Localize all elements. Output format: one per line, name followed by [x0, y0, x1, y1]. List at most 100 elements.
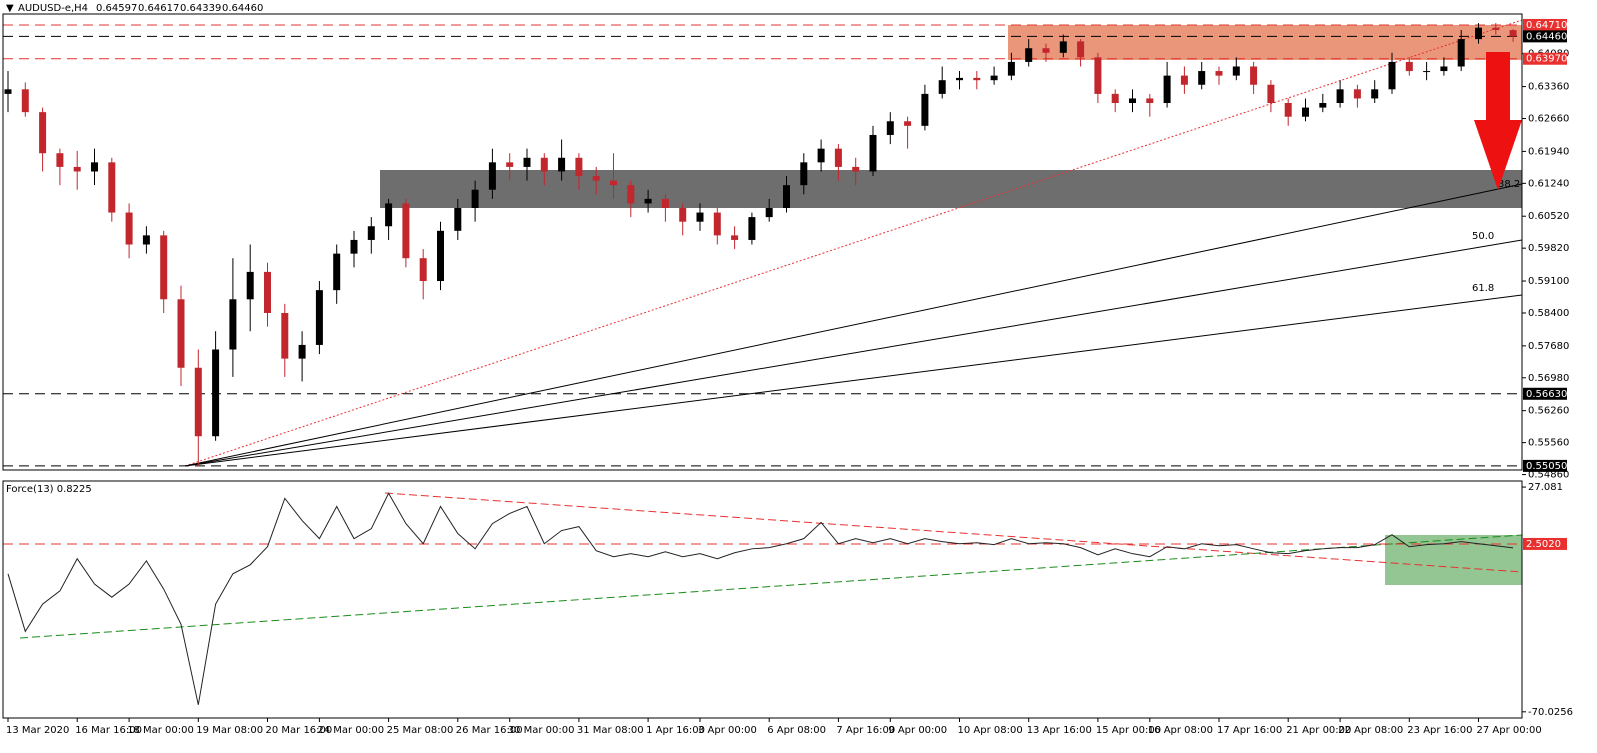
symbol: AUDUSD-e,H4 — [18, 3, 88, 14]
fib-label: 38.2 — [1498, 179, 1520, 190]
candle-body — [4, 89, 12, 94]
fib-fan-line — [184, 294, 1523, 467]
candle-body — [39, 112, 47, 154]
y-tick-label: 0.59820 — [1528, 243, 1569, 254]
x-tick-label: 7 Apr 16:00 — [836, 725, 895, 736]
header-close: 0.64460 — [222, 3, 263, 14]
indicator-zone — [1385, 535, 1522, 585]
candle-body — [904, 121, 912, 126]
candle-body — [1146, 98, 1154, 104]
candle-body — [108, 162, 116, 213]
candle-body — [142, 235, 150, 245]
candle-body — [592, 176, 600, 181]
candle-body — [281, 312, 289, 359]
x-tick-label: 3 Apr 00:00 — [698, 725, 757, 736]
level-box — [1523, 459, 1567, 472]
candle-body — [869, 134, 877, 172]
candle-body — [1129, 98, 1136, 104]
candle-body — [177, 299, 185, 368]
level-label: 0.56630 — [1526, 389, 1567, 400]
candle-body — [938, 80, 946, 94]
y-tick-label: 0.58400 — [1528, 308, 1569, 319]
candle-body — [506, 162, 514, 167]
candle-body — [1423, 71, 1431, 73]
x-tick-label: 21 Apr 00:00 — [1286, 725, 1351, 736]
candle-body — [1353, 89, 1361, 99]
y-tick-label: 0.60520 — [1528, 211, 1569, 222]
candle-body — [1025, 48, 1033, 62]
candle-body — [21, 89, 29, 113]
fib-label: 50.0 — [1472, 231, 1494, 242]
x-tick-label: 10 Apr 08:00 — [958, 725, 1023, 736]
candle-body — [783, 185, 790, 208]
indicator-title: Force(13) 0.8225 — [6, 484, 92, 495]
level-label: 0.64460 — [1526, 31, 1567, 42]
header-arrow: ▼ — [6, 3, 14, 14]
candle-body — [1180, 75, 1188, 85]
x-tick-label: 13 Apr 16:00 — [1027, 725, 1092, 736]
candle-body — [956, 77, 963, 81]
candle-body — [1319, 103, 1327, 108]
candle-body — [212, 349, 220, 437]
fib-fan-line — [184, 183, 1523, 467]
candle-body — [644, 198, 652, 204]
candle-body — [921, 93, 929, 126]
candle-body — [1440, 66, 1448, 72]
candle-body — [1388, 61, 1396, 90]
candle-body — [990, 75, 998, 81]
x-tick-label: 20 Mar 16:00 — [266, 725, 333, 736]
level-label: 0.63970 — [1526, 54, 1567, 65]
candle-body — [1302, 107, 1309, 117]
x-tick-label: 17 Apr 16:00 — [1217, 725, 1282, 736]
x-tick-label: 26 Mar 16:00 — [456, 725, 523, 736]
header-high: 0.64617 — [138, 3, 179, 14]
candle-body — [437, 230, 444, 282]
candle-body — [333, 253, 341, 291]
candle-body — [471, 189, 479, 208]
candle-body — [540, 157, 548, 172]
candle-body — [558, 157, 566, 172]
candle-body — [1336, 89, 1344, 104]
plot-layer — [3, 23, 1522, 705]
level-label: 0.55050 — [1526, 461, 1567, 472]
candle-body — [1371, 89, 1379, 99]
x-tick-label: 19 Mar 08:00 — [196, 725, 263, 736]
candle-body — [679, 207, 687, 222]
candle-body — [229, 299, 237, 350]
x-tick-label: 9 Apr 00:00 — [888, 725, 947, 736]
header-open: 0.64597 — [96, 3, 137, 14]
candle-body — [1007, 61, 1015, 76]
x-tick-label: 23 Apr 16:00 — [1407, 725, 1472, 736]
candle-body — [1405, 61, 1413, 72]
y-tick-label: 0.55560 — [1528, 438, 1569, 449]
price-panel — [2, 13, 1523, 471]
candle-body — [575, 157, 583, 177]
candle-body — [696, 212, 704, 222]
candle-body — [1163, 75, 1171, 104]
y-tick-label: 0.56260 — [1528, 406, 1569, 417]
candle-body — [298, 344, 306, 359]
candle-body — [1284, 103, 1292, 117]
support-zone — [380, 170, 1522, 208]
y-tick-label: 0.59100 — [1528, 276, 1569, 287]
candle-body — [973, 77, 981, 81]
candle-body — [264, 271, 271, 313]
x-tick-label: 6 Apr 08:00 — [767, 725, 826, 736]
x-tick-label: 24 Mar 00:00 — [317, 725, 384, 736]
x-tick-label: 1 Apr 16:00 — [646, 725, 705, 736]
candle-body — [627, 185, 635, 204]
candle-body — [125, 212, 133, 245]
y-tick-label: 27.081 — [1528, 482, 1563, 493]
x-tick-label: 16 Mar 16:00 — [75, 725, 142, 736]
fib-fan-line — [184, 239, 1523, 467]
candle-body — [1042, 48, 1050, 53]
candle-body — [1077, 41, 1085, 58]
level-box — [1523, 18, 1567, 31]
level-label: 0.64710 — [1526, 20, 1567, 31]
candle-body — [160, 235, 168, 300]
indicator-panel — [2, 480, 1523, 719]
indicator-trend-line — [384, 492, 1523, 573]
x-tick-label: 31 Mar 08:00 — [577, 725, 644, 736]
down-arrow — [1474, 52, 1522, 190]
x-tick-label: 25 Mar 08:00 — [387, 725, 454, 736]
